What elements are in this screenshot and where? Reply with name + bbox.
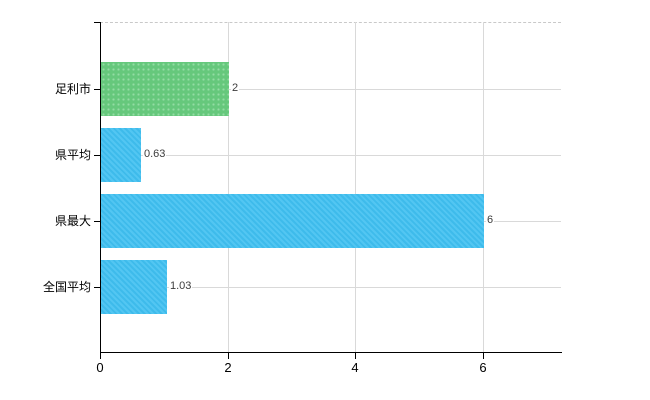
y-tick-mark (94, 89, 100, 90)
y-tick-mark (94, 287, 100, 288)
plot-area: 2 0.63 6 1.03 (100, 22, 561, 352)
gridline-horizontal (100, 89, 561, 90)
y-axis-line (100, 22, 101, 359)
x-tick-mark (228, 353, 229, 359)
category-label: 県平均 (54, 148, 91, 162)
x-tick-label: 0 (96, 360, 104, 375)
gridline-vertical (483, 22, 484, 352)
category-label: 県最大 (54, 214, 91, 228)
x-axis-line (100, 352, 562, 353)
bar-value-label: 0.63 (143, 148, 167, 161)
bar-value-label: 2 (231, 82, 240, 95)
x-tick-label: 6 (479, 360, 487, 375)
bar-value-label: 1.03 (169, 280, 193, 293)
bar (101, 260, 167, 314)
category-label: 足利市 (54, 82, 91, 96)
gridline-vertical (228, 22, 229, 352)
gridline-vertical (355, 22, 356, 352)
x-tick-label: 4 (351, 360, 359, 375)
bar (101, 62, 229, 116)
category-label: 全国平均 (42, 280, 91, 294)
y-axis-top-tick-mark (94, 22, 100, 23)
bar (101, 128, 141, 182)
plot-top-dashed-border (100, 22, 561, 23)
y-tick-mark (94, 155, 100, 156)
gridline-horizontal (100, 155, 561, 156)
x-tick-mark (355, 353, 356, 359)
y-tick-mark (94, 221, 100, 222)
gridline-horizontal (100, 287, 561, 288)
x-tick-label: 2 (224, 360, 232, 375)
bar-value-label: 6 (486, 214, 495, 227)
bar (101, 194, 484, 248)
x-tick-mark (483, 353, 484, 359)
